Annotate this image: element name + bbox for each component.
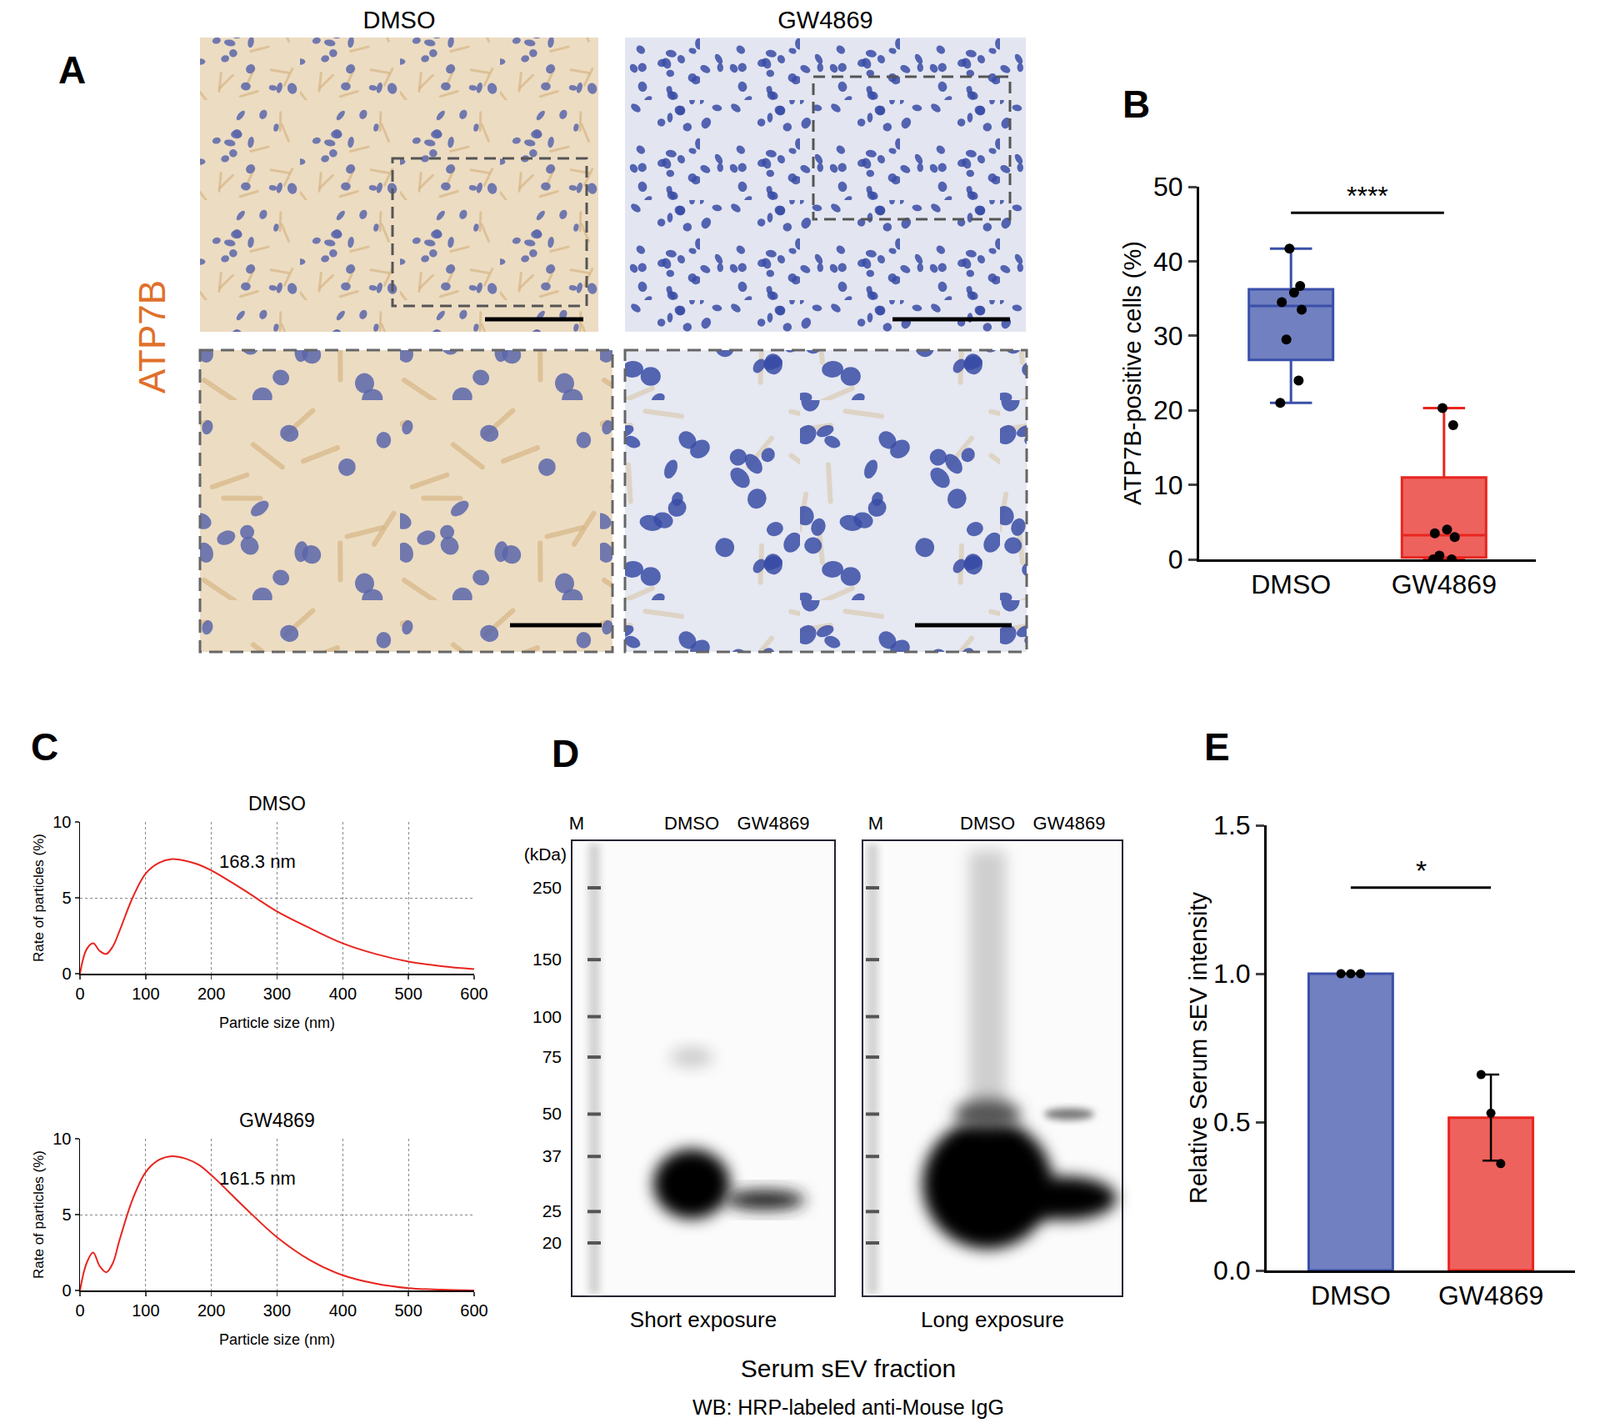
svg-text:DMSO: DMSO [1250, 569, 1331, 600]
svg-text:0.0: 0.0 [1213, 1255, 1250, 1285]
svg-text:WB: HRP-labeled anti-Mouse IgG: WB: HRP-labeled anti-Mouse IgG [692, 1395, 1005, 1419]
svg-text:GW4869: GW4869 [1033, 812, 1106, 834]
svg-text:30: 30 [1153, 320, 1184, 351]
svg-text:0.5: 0.5 [1213, 1106, 1250, 1137]
svg-text:0: 0 [75, 984, 85, 1003]
svg-text:(kDa): (kDa) [524, 844, 567, 864]
svg-text:DMSO: DMSO [960, 812, 1015, 834]
svg-text:300: 300 [263, 1300, 291, 1320]
svg-text:75: 75 [542, 1046, 562, 1066]
svg-text:Serum sEV fraction: Serum sEV fraction [740, 1354, 956, 1382]
svg-text:5: 5 [61, 888, 71, 907]
svg-text:B: B [1122, 82, 1150, 126]
svg-text:10: 10 [52, 812, 71, 831]
svg-text:0: 0 [1168, 544, 1184, 575]
svg-text:E: E [1204, 725, 1230, 769]
svg-text:0: 0 [75, 1300, 85, 1320]
svg-text:5: 5 [61, 1205, 71, 1224]
svg-text:GW4869: GW4869 [737, 812, 810, 834]
svg-text:50: 50 [1153, 171, 1184, 202]
svg-text:DMSO: DMSO [1310, 1280, 1391, 1310]
svg-text:1.5: 1.5 [1213, 810, 1250, 840]
svg-text:10: 10 [1153, 470, 1184, 500]
svg-text:*: * [1415, 854, 1427, 886]
svg-text:500: 500 [394, 1300, 422, 1320]
svg-text:D: D [551, 731, 580, 775]
svg-text:500: 500 [394, 984, 422, 1003]
svg-text:0: 0 [61, 964, 71, 983]
svg-text:Rate of particles (%): Rate of particles (%) [30, 1150, 47, 1279]
svg-text:GW4869: GW4869 [777, 6, 873, 34]
svg-text:A: A [58, 48, 86, 92]
svg-text:250: 250 [532, 877, 562, 897]
svg-text:ATP7B-positive cells (%): ATP7B-positive cells (%) [1119, 240, 1146, 505]
svg-text:GW4869: GW4869 [1438, 1280, 1544, 1310]
svg-text:M: M [868, 812, 884, 834]
svg-text:161.5 nm: 161.5 nm [219, 1167, 296, 1189]
svg-text:600: 600 [460, 984, 488, 1003]
svg-text:200: 200 [197, 984, 225, 1003]
svg-text:Short exposure: Short exposure [630, 1306, 777, 1332]
svg-text:C: C [30, 725, 59, 769]
svg-text:150: 150 [532, 949, 562, 969]
svg-text:100: 100 [131, 984, 160, 1003]
svg-text:GW4869: GW4869 [1391, 569, 1497, 600]
svg-text:ATP7B: ATP7B [131, 280, 173, 394]
svg-text:20: 20 [542, 1232, 562, 1252]
svg-text:200: 200 [197, 1300, 225, 1320]
svg-text:Long exposure: Long exposure [920, 1306, 1065, 1332]
svg-text:400: 400 [329, 1300, 357, 1320]
svg-text:Particle size (nm): Particle size (nm) [219, 1330, 335, 1348]
svg-text:M: M [569, 812, 585, 834]
svg-text:20: 20 [1153, 395, 1184, 425]
svg-text:37: 37 [542, 1145, 562, 1165]
svg-text:Particle size (nm): Particle size (nm) [219, 1014, 335, 1031]
svg-text:0: 0 [61, 1280, 71, 1300]
svg-text:GW4869: GW4869 [239, 1109, 315, 1131]
svg-text:100: 100 [532, 1006, 562, 1026]
svg-text:Relative Serum sEV intensity: Relative Serum sEV intensity [1185, 891, 1212, 1204]
svg-text:300: 300 [263, 984, 291, 1003]
svg-text:25: 25 [542, 1200, 562, 1220]
svg-text:40: 40 [1153, 246, 1184, 277]
svg-text:10: 10 [52, 1129, 71, 1148]
svg-text:DMSO: DMSO [248, 792, 306, 815]
svg-text:DMSO: DMSO [363, 6, 436, 34]
svg-text:168.3 nm: 168.3 nm [219, 850, 296, 872]
svg-text:400: 400 [329, 984, 357, 1003]
svg-text:****: **** [1346, 180, 1389, 211]
svg-text:Rate of particles (%): Rate of particles (%) [30, 833, 47, 962]
svg-text:1.0: 1.0 [1213, 958, 1250, 989]
svg-text:DMSO: DMSO [664, 812, 720, 834]
svg-text:100: 100 [131, 1300, 160, 1320]
svg-text:50: 50 [542, 1103, 562, 1123]
svg-text:600: 600 [460, 1300, 488, 1320]
